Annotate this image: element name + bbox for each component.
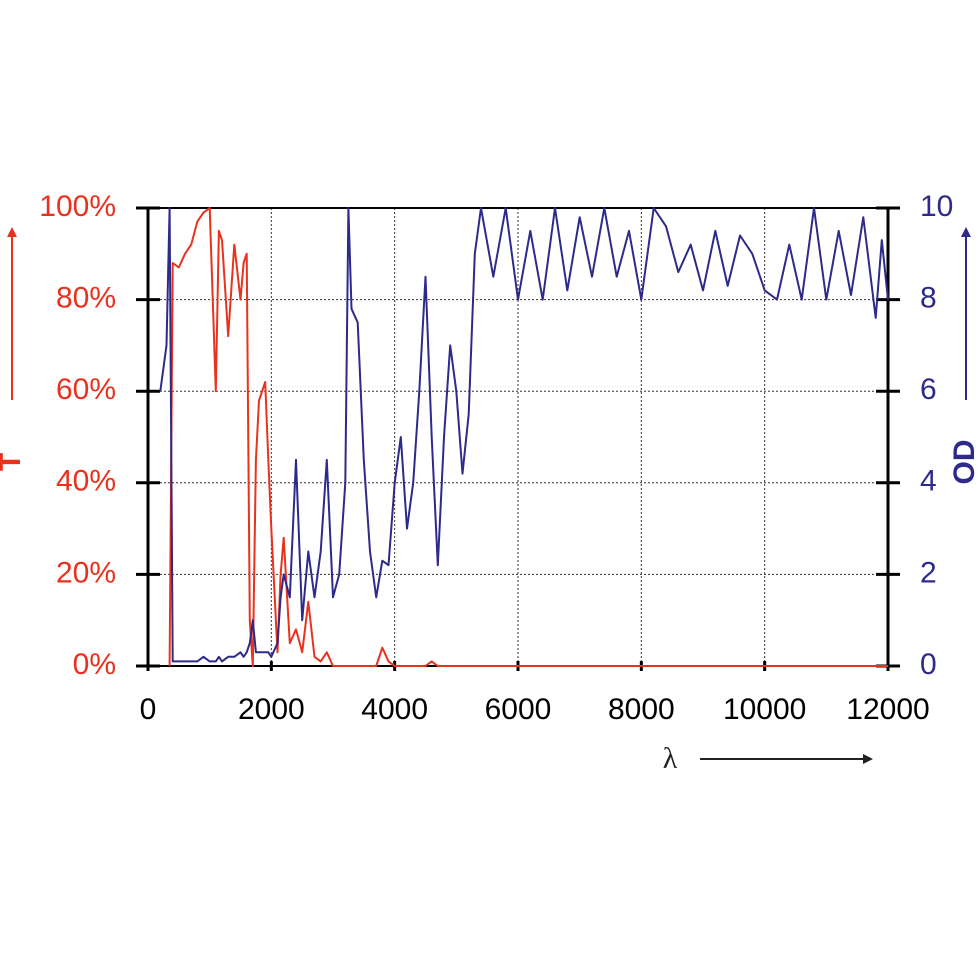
y-tick-label: 100% bbox=[39, 190, 116, 223]
y-tick-label: 80% bbox=[56, 282, 116, 315]
series-line bbox=[168, 207, 888, 667]
y2-tick-label: 10 bbox=[920, 190, 953, 223]
y2-tick-label: 0 bbox=[920, 648, 937, 681]
y-axis-label: T bbox=[0, 453, 27, 471]
y2-tick-label: 6 bbox=[920, 373, 937, 406]
y2-tick-label: 8 bbox=[920, 282, 937, 315]
x-tick-label: 12000 bbox=[846, 693, 929, 726]
y2-tick-label: 4 bbox=[920, 465, 937, 498]
x-tick-label: 2000 bbox=[238, 693, 305, 726]
y-tick-label: 0% bbox=[73, 648, 116, 681]
x-tick-label: 8000 bbox=[608, 693, 675, 726]
y2-tick-label: 2 bbox=[920, 556, 937, 589]
x-tick-label: 10000 bbox=[723, 693, 806, 726]
x-tick-label: 0 bbox=[140, 693, 157, 726]
y-tick-label: 20% bbox=[56, 556, 116, 589]
x-axis-label: λ bbox=[663, 742, 678, 775]
series-line bbox=[159, 207, 889, 663]
x-tick-label: 4000 bbox=[361, 693, 428, 726]
y-tick-label: 60% bbox=[56, 373, 116, 406]
y-tick-label: 40% bbox=[56, 465, 116, 498]
y2-axis-label: OD bbox=[948, 440, 980, 485]
x-tick-label: 6000 bbox=[485, 693, 552, 726]
